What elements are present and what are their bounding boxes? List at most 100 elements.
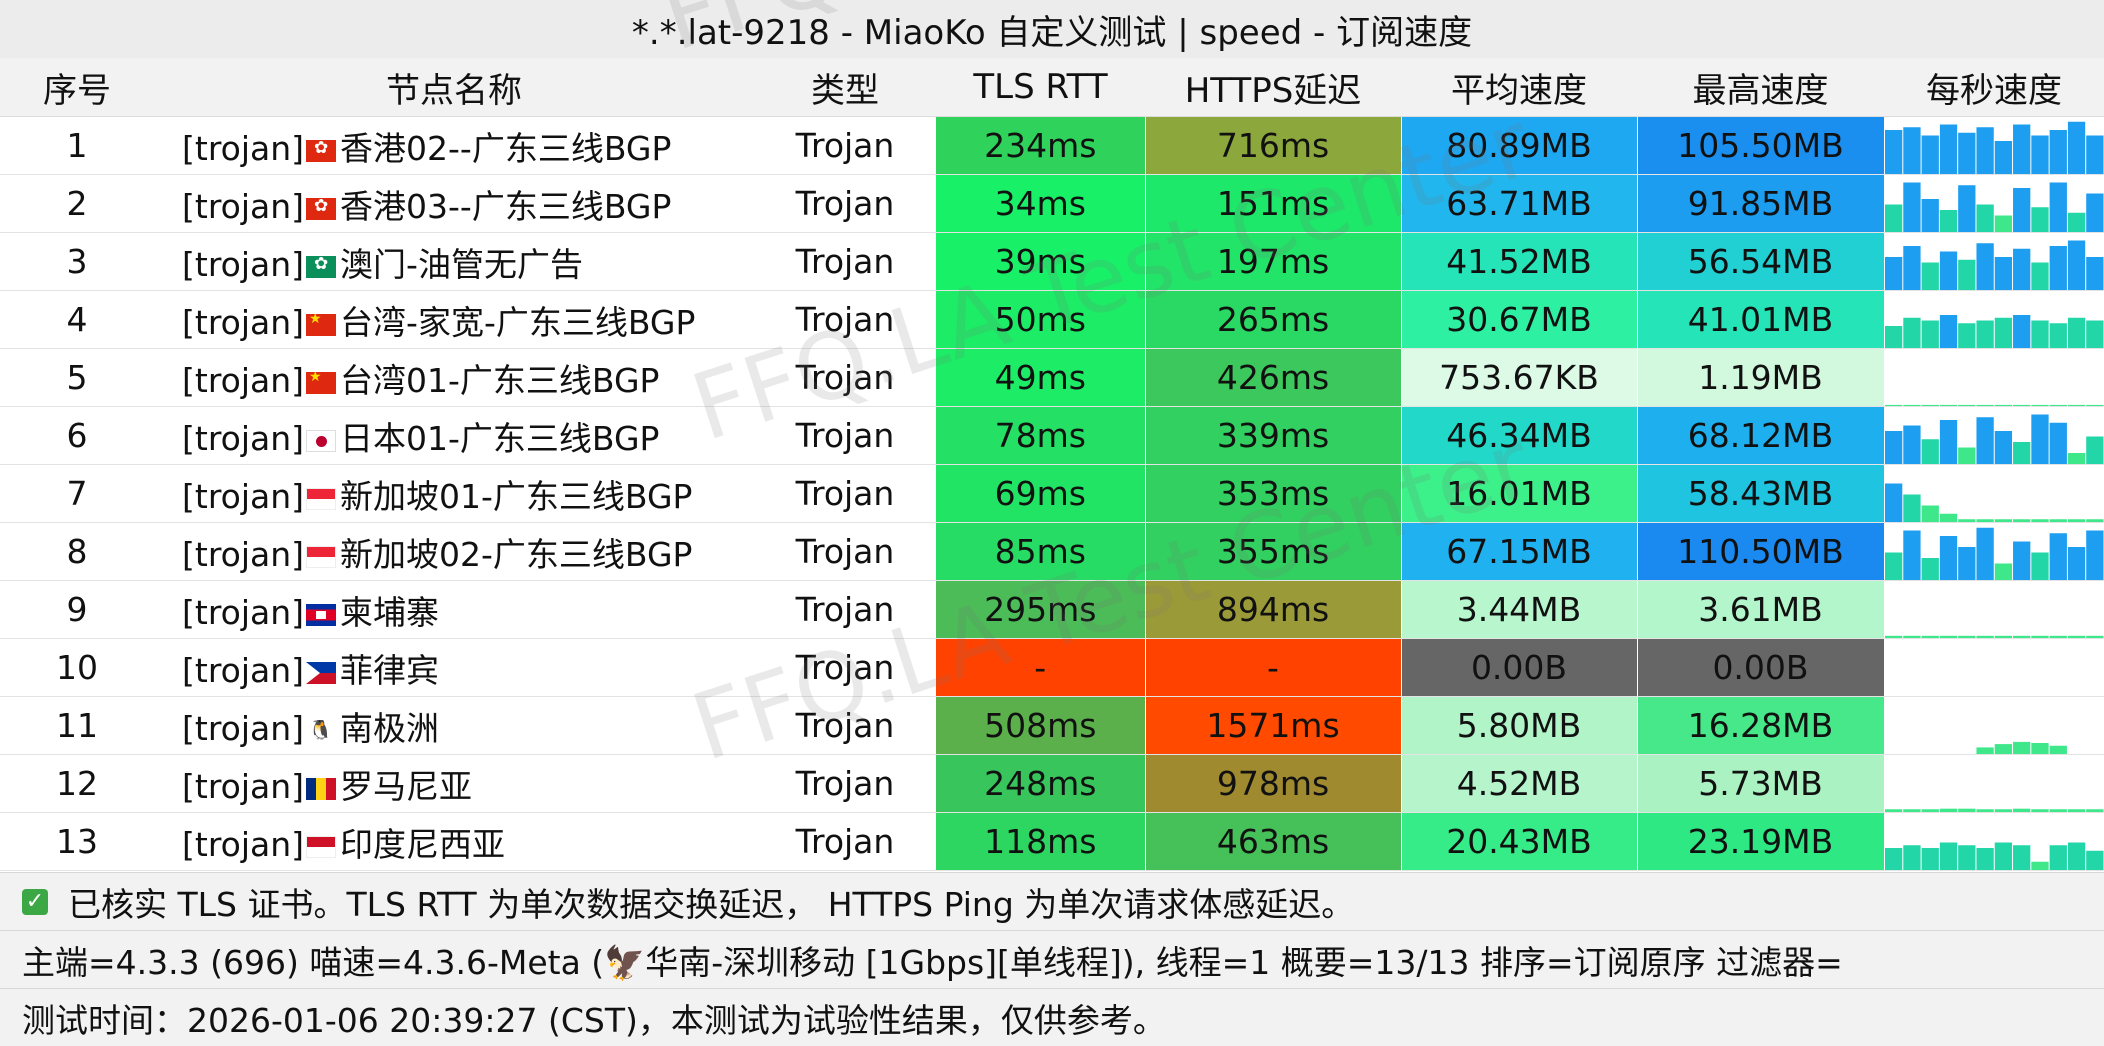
node-name: 新加坡01-广东三线BGP (340, 476, 693, 516)
sparkline-bar (1957, 547, 1975, 580)
sparkline-bar (1957, 808, 1975, 812)
sparkline-bar (1975, 320, 1994, 348)
avg-speed-cell: 5.80MB (1401, 696, 1638, 755)
avg-speed-cell: 3.44MB (1401, 580, 1638, 639)
sparkline-bar (1939, 536, 1957, 580)
table-header-row: 序号 节点名称 类型 TLS RTT HTTPS延迟 平均速度 最高速度 每秒速… (0, 58, 2104, 117)
node-type: Trojan (754, 754, 936, 813)
sparkline-bar (1884, 404, 1902, 406)
sparkline-bar (2012, 188, 2030, 232)
node-name-cell: [trojan] 香港02--广东三线BGP (154, 116, 754, 175)
row-index: 1 (0, 116, 154, 175)
sparkline-bar (2085, 320, 2104, 348)
avg-speed-cell: 753.67KB (1401, 348, 1638, 407)
node-protocol-tag: [trojan] (182, 592, 305, 632)
speed-sparkline (1884, 121, 2104, 174)
sparkline-bar (2049, 246, 2067, 290)
row-index: 5 (0, 348, 154, 407)
table-row: 2 [trojan] 香港03--广东三线BGP Trojan 34ms 151m… (0, 174, 2104, 233)
sparkline-bar (2049, 845, 2067, 870)
node-name-cell: [trojan] 澳门-油管无广告 (154, 232, 754, 291)
tls-rtt-cell: 78ms (936, 406, 1146, 465)
tls-rtt-cell: 50ms (936, 290, 1146, 349)
sparkline-bar (1939, 635, 1957, 638)
sparkline-bar (1921, 635, 1939, 638)
sparkline-bar (1902, 246, 1921, 290)
table-row: 10 [trojan] 菲律宾 Trojan - - 0.00B 0.00B (0, 638, 2104, 697)
sparkline-bar (1939, 808, 1957, 812)
sparkline-bar (1939, 404, 1957, 406)
node-protocol-tag: [trojan] (182, 650, 305, 690)
avg-speed-cell: 63.71MB (1401, 174, 1638, 233)
avg-speed-cell: 46.34MB (1401, 406, 1638, 465)
sparkline-bar (1884, 552, 1902, 580)
flag-mo-icon (306, 255, 337, 278)
node-protocol-tag: [trojan] (182, 360, 305, 400)
node-name: 印度尼西亚 (340, 824, 506, 864)
table-row: 9 [trojan] 柬埔寨 Trojan 295ms 894ms 3.44MB … (0, 580, 2104, 639)
max-speed-cell: 68.12MB (1637, 406, 1885, 465)
sparkline-bar (2085, 850, 2104, 870)
sparkline-bar (1994, 744, 2012, 754)
sparkline-bar (1994, 842, 2012, 870)
per-second-speed-cell (1884, 232, 2104, 291)
speed-sparkline (1884, 315, 2104, 348)
column-header-max-speed: 最高速度 (1637, 58, 1884, 117)
sparkline-bar (2049, 533, 2067, 580)
sparkline-bar (2085, 809, 2104, 812)
flag-ro-icon (306, 777, 337, 800)
sparkline-bar (1975, 809, 1994, 812)
column-header-avg-speed: 平均速度 (1401, 58, 1637, 117)
tls-rtt-cell: 508ms (936, 696, 1146, 755)
node-type: Trojan (754, 116, 936, 175)
node-name-cell: [trojan] 新加坡01-广东三线BGP (154, 464, 754, 523)
sparkline-bar (1994, 404, 2012, 406)
sparkline-bar (2030, 861, 2049, 870)
sparkline-bar (2049, 422, 2067, 464)
https-delay-cell: - (1145, 638, 1402, 697)
speed-sparkline (1884, 240, 2104, 290)
sparkline-bar (1939, 420, 1957, 464)
sparkline-bar (2085, 635, 2104, 638)
sparkline-bar (2067, 404, 2085, 406)
max-speed-cell: 1.19MB (1637, 348, 1885, 407)
column-header-index: 序号 (0, 58, 154, 117)
sparkline-bar (2067, 519, 2085, 522)
per-second-speed-cell (1884, 522, 2104, 581)
sparkline-bar (2049, 130, 2067, 174)
https-delay-cell: 978ms (1145, 754, 1402, 813)
sparkline-bar (1975, 635, 1994, 638)
sparkline-bar (1975, 417, 1994, 464)
sparkline-bar (2012, 124, 2030, 174)
sparkline-bar (2012, 315, 2030, 348)
flag-aq-icon (306, 720, 336, 742)
footer-note-text: 已核实 TLS 证书。TLS RTT 为单次数据交换延迟， HTTPS Ping… (68, 884, 1355, 924)
sparkline-bar (2030, 519, 2049, 522)
tls-rtt-cell: 234ms (936, 116, 1146, 175)
sparkline-bar (1939, 842, 1957, 870)
sparkline-bar (2067, 453, 2085, 464)
sparkline-bar (1957, 635, 1975, 638)
sparkline-bar (2030, 414, 2049, 464)
column-header-name: 节点名称 (154, 58, 754, 117)
per-second-speed-cell (1884, 116, 2104, 175)
sparkline-bar (2030, 207, 2049, 232)
sparkline-bar (2030, 262, 2049, 290)
avg-speed-cell: 20.43MB (1401, 812, 1638, 871)
node-name-cell: [trojan] 罗马尼亚 (154, 754, 754, 813)
sparkline-bar (2012, 442, 2030, 464)
max-speed-cell: 0.00B (1637, 638, 1885, 697)
table-row: 3 [trojan] 澳门-油管无广告 Trojan 39ms 197ms 41.… (0, 232, 2104, 291)
sparkline-bar (1957, 447, 1975, 464)
sparkline-bar (2049, 519, 2067, 522)
sparkline-bar (1902, 845, 1921, 870)
sparkline-bar (1884, 483, 1902, 522)
tls-rtt-cell: 118ms (936, 812, 1146, 871)
node-name: 南极洲 (340, 708, 440, 748)
per-second-speed-cell (1884, 696, 2104, 755)
per-second-speed-cell (1884, 406, 2104, 465)
sparkline-bar (2012, 519, 2030, 522)
node-name-cell: [trojan] 台湾-家宽-广东三线BGP (154, 290, 754, 349)
footer-info: 主端=4.3.3 (696) 喵速=4.3.6-Meta (🦅华南-深圳移动 [… (0, 930, 2104, 988)
flag-ph-icon (306, 661, 337, 684)
